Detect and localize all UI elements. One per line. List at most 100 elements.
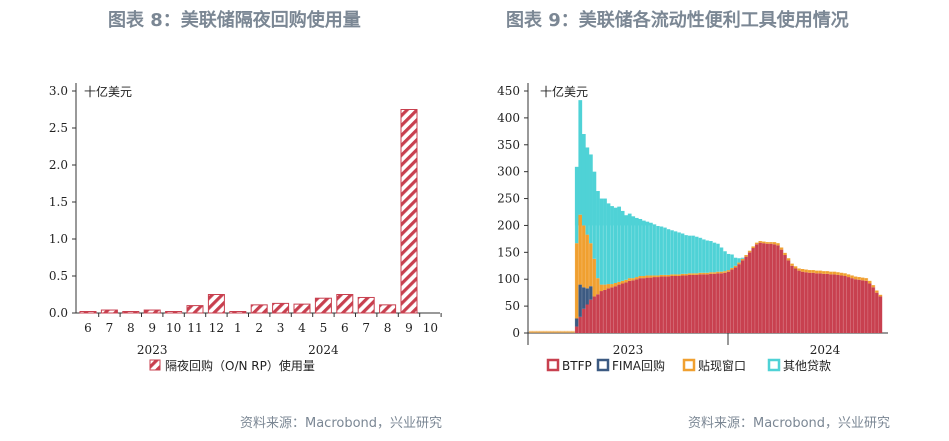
- chart9-bar-segment: [578, 316, 583, 333]
- chart8-x-tick-label: 12: [209, 321, 224, 335]
- chart9-bar-segment: [839, 272, 844, 276]
- chart9-bar-segment: [878, 294, 883, 297]
- chart9-legend-swatch: [596, 358, 610, 372]
- chart9-bar-segment: [701, 272, 706, 275]
- chart8-source: 资料来源：Macrobond，兴业研究: [240, 416, 443, 431]
- chart9-bar-segment: [786, 260, 791, 333]
- chart9-bar-segment: [596, 191, 600, 279]
- chart8-legend-label: 隔夜回购（O/N RP）使用量: [165, 358, 315, 373]
- chart9-bar-segment: [687, 274, 692, 333]
- chart9-bar-segment: [829, 274, 833, 333]
- chart8-bar: [122, 311, 140, 314]
- chart9-bar-segment: [592, 296, 597, 333]
- chart9-bar-segment: [603, 198, 607, 285]
- chart9-y-tick-label: 250: [497, 192, 520, 206]
- chart8-year-label: 2023: [137, 343, 168, 357]
- chart9-bar-segment: [769, 242, 773, 244]
- chart9-bar-segment: [716, 243, 720, 272]
- chart9-bar-segment: [850, 278, 854, 333]
- chart9-bar-segment: [740, 260, 745, 333]
- chart9-bar-segment: [649, 222, 653, 276]
- chart8-x-tick-label: 6: [84, 321, 92, 335]
- chart9-bar-segment: [680, 233, 685, 274]
- chart9-bar-segment: [581, 134, 586, 226]
- chart9-bar-segment: [860, 277, 865, 281]
- chart9-bar-segment: [610, 287, 614, 333]
- chart9-bar-segment: [539, 330, 544, 333]
- chart9-bar-segment: [867, 280, 872, 284]
- chart9-y-tick-label: 100: [497, 272, 520, 286]
- chart9-bar-segment: [620, 280, 625, 284]
- chart9-bar-segment: [843, 273, 847, 276]
- chart9-bar-segment: [581, 308, 586, 333]
- chart9-bar-segment: [592, 258, 597, 297]
- chart8-x-tick-label: 8: [127, 321, 135, 335]
- chart9-bar-segment: [730, 269, 734, 333]
- chart8-y-tick-label: 2.5: [49, 121, 68, 135]
- chart9-bar-segment: [726, 253, 731, 271]
- chart9-bar-segment: [624, 215, 629, 280]
- chart9-bar-segment: [641, 220, 646, 276]
- chart9-bar-segment: [783, 255, 787, 333]
- chart9-bar-segment: [543, 330, 547, 333]
- chart9-bar-segment: [656, 277, 660, 333]
- chart8-x-tick-label: 8: [384, 321, 392, 335]
- chart9-bar-segment: [740, 258, 745, 261]
- chart8-y-tick-label: 0.0: [49, 306, 68, 320]
- chart8-x-tick-label: 7: [362, 321, 370, 335]
- chart9-bar-segment: [666, 276, 671, 333]
- chart9-bar-segment: [818, 270, 823, 274]
- chart9-bar-segment: [684, 273, 689, 276]
- chart9-bar-segment: [663, 274, 667, 277]
- chart8-y-tick-label: 1.0: [49, 232, 68, 246]
- chart9-bar-segment: [680, 275, 685, 333]
- chart9-bar-segment: [620, 210, 625, 281]
- chart8-y-tick-label: 0.5: [49, 269, 68, 283]
- chart9-bar-segment: [599, 198, 604, 285]
- chart9-bar-segment: [874, 292, 879, 333]
- chart9-bar-segment: [627, 280, 632, 333]
- chart8-bar: [229, 311, 247, 314]
- chart9-legend-label: 其他贷款: [783, 359, 831, 373]
- chart9-bar-segment: [797, 270, 802, 333]
- chart9-bar-segment: [649, 275, 653, 278]
- chart9-bar-segment: [574, 243, 579, 319]
- chart9-bar-segment: [712, 272, 717, 274]
- chart9-bar-segment: [592, 171, 597, 259]
- chart9-title: 图表 9：美联储各流动性便利工具使用情况: [506, 10, 849, 31]
- chart9-bar-segment: [677, 232, 681, 275]
- chart9-y-tick-label: 0: [512, 326, 520, 340]
- chart9-bar-segment: [677, 274, 681, 276]
- chart9-bar-segment: [878, 296, 883, 333]
- chart9-bar-segment: [617, 281, 621, 285]
- chart8-y-tick-label: 3.0: [49, 84, 68, 98]
- chart9-bar-segment: [737, 264, 741, 333]
- chart9-bar-segment: [585, 147, 590, 235]
- chart8-bar: [79, 311, 97, 314]
- chart9-bar-segment: [567, 330, 572, 333]
- chart9-bar-segment: [836, 274, 840, 333]
- chart9-bar-segment: [754, 244, 759, 333]
- chart9-bar-segment: [673, 231, 678, 275]
- chart9-y-tick-label: 350: [497, 138, 520, 152]
- chart9-bar-segment: [599, 291, 604, 333]
- chart9-bar-segment: [776, 245, 780, 333]
- chart9-bar-segment: [680, 273, 685, 276]
- chart9-bar-segment: [701, 274, 706, 333]
- chart8-x-tick-label: 2: [255, 321, 263, 335]
- chart9-bar-segment: [723, 272, 727, 333]
- chart9-bar-segment: [691, 235, 696, 274]
- chart9-bar-segment: [793, 268, 798, 333]
- chart9-bar-segment: [716, 273, 720, 333]
- chart9-bar-segment: [698, 237, 703, 273]
- chart9-bar-segment: [624, 279, 629, 283]
- chart9-bar-segment: [606, 288, 611, 333]
- chart9-y-tick-label: 200: [497, 218, 520, 232]
- chart9-bar-segment: [564, 330, 569, 333]
- chart8-x-tick-label: 11: [187, 321, 202, 335]
- chart9-bar-segment: [737, 258, 741, 263]
- chart9-bar-segment: [800, 269, 805, 272]
- chart9-bar-segment: [589, 243, 593, 287]
- chart9-bar-segment: [659, 274, 664, 277]
- chart9-bar-segment: [652, 224, 657, 276]
